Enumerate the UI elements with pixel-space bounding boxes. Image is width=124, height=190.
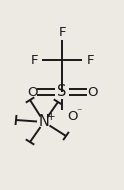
Text: O: O [27, 86, 37, 98]
Text: ⁻: ⁻ [76, 107, 82, 117]
Text: N: N [39, 115, 49, 130]
Text: S: S [57, 85, 67, 100]
Text: F: F [58, 26, 66, 40]
Text: +: + [47, 112, 55, 122]
Text: O: O [87, 86, 97, 98]
Text: F: F [86, 54, 94, 66]
Text: F: F [30, 54, 38, 66]
Text: O: O [67, 109, 77, 123]
